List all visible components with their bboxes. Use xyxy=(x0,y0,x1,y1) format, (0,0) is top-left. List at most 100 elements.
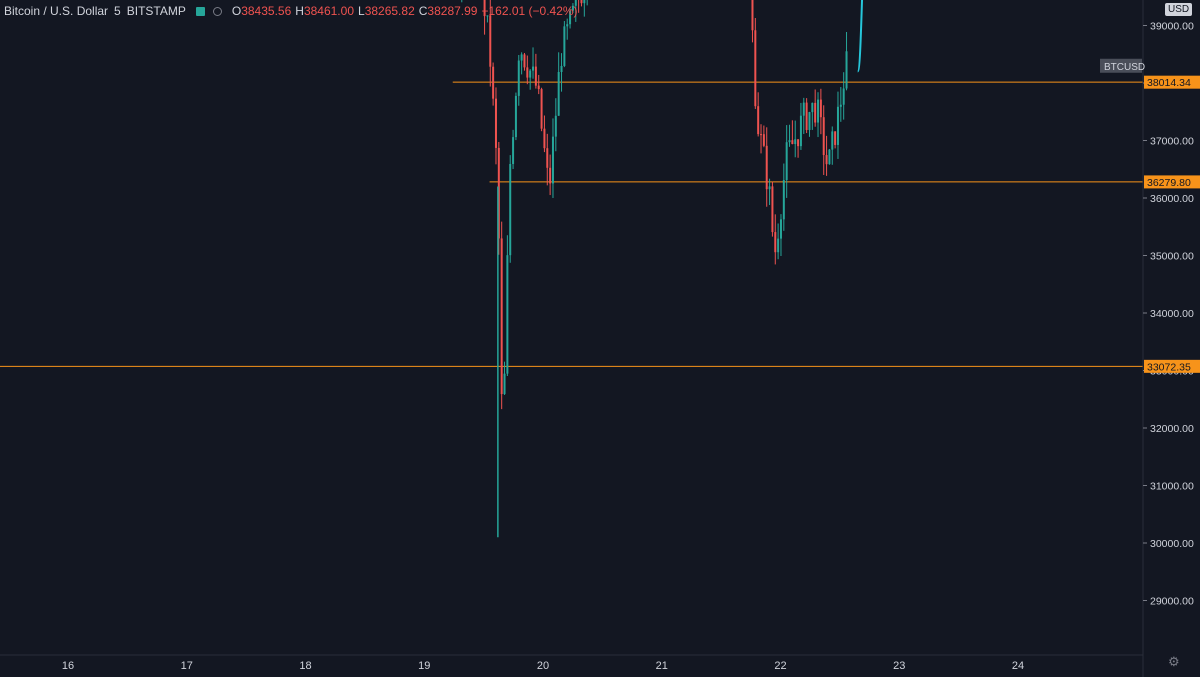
level-badge xyxy=(1144,359,1200,373)
candle-body xyxy=(580,0,583,4)
candle-body xyxy=(523,54,526,68)
level-badge-label: 33072.35 xyxy=(1147,361,1191,373)
candle-body xyxy=(788,140,791,143)
candle-body xyxy=(543,128,546,149)
high-value: H38461.00 xyxy=(295,4,354,18)
exchange-label: BITSTAMP xyxy=(126,4,186,18)
candle-body xyxy=(506,255,509,374)
candle-body xyxy=(517,60,520,96)
candle-body xyxy=(779,219,782,239)
candle-body xyxy=(497,147,500,239)
candle-body xyxy=(760,134,763,136)
candle-body xyxy=(762,134,765,146)
candle-body xyxy=(494,98,497,148)
candle-body xyxy=(583,0,586,4)
candle-body xyxy=(819,99,822,118)
x-tick-label: 17 xyxy=(181,660,193,672)
y-tick-label: 30000.00 xyxy=(1150,538,1194,550)
candle-body xyxy=(546,148,549,168)
candle-body xyxy=(814,102,817,123)
close-number: 38287.99 xyxy=(427,4,478,18)
y-tick-label: 32000.00 xyxy=(1150,423,1194,435)
candle-body xyxy=(563,26,566,66)
candle-body xyxy=(489,15,492,67)
candle-body xyxy=(765,145,768,190)
candle-body xyxy=(571,5,574,11)
market-open-icon xyxy=(195,6,205,16)
x-tick-label: 21 xyxy=(656,660,668,672)
candle-body xyxy=(757,106,760,135)
y-tick-label: 34000.00 xyxy=(1150,308,1194,320)
change-value: −162.01 (−0.42%) xyxy=(481,4,578,18)
candle-body xyxy=(825,155,828,165)
candle-body xyxy=(771,186,774,233)
candle-body xyxy=(839,104,842,107)
x-tick-label: 19 xyxy=(418,660,430,672)
candle-body xyxy=(802,102,805,116)
candle-body xyxy=(486,15,489,17)
candle-body xyxy=(534,66,537,86)
symbol-legend: Bitcoin / U.S. Dollar 5 BITSTAMP O38435.… xyxy=(4,3,582,19)
candle-body xyxy=(529,70,532,78)
candle-body xyxy=(774,232,777,253)
open-number: 38435.56 xyxy=(241,4,292,18)
interval-label[interactable]: 5 xyxy=(114,4,121,18)
candle-body xyxy=(791,140,794,145)
candle-body xyxy=(828,149,831,165)
y-tick-label: 37000.00 xyxy=(1150,136,1194,148)
x-tick-label: 24 xyxy=(1012,660,1024,672)
ticker-badge xyxy=(1100,58,1142,73)
x-tick-label: 20 xyxy=(537,660,549,672)
y-tick-label: 36000.00 xyxy=(1150,193,1194,205)
x-tick-label: 16 xyxy=(62,660,74,672)
y-tick-label: 39000.00 xyxy=(1150,21,1194,33)
candle-body xyxy=(799,115,802,147)
candle-body xyxy=(777,238,780,253)
candle-body xyxy=(836,106,839,145)
candle-body xyxy=(785,142,788,181)
candle-body xyxy=(557,71,560,116)
visibility-icon[interactable] xyxy=(212,6,222,16)
ticker-badge-label: BTCUSD xyxy=(1104,62,1145,73)
candle-body xyxy=(483,0,486,17)
low-number: 38265.82 xyxy=(364,4,415,18)
candle-body xyxy=(512,137,515,164)
candle-body xyxy=(569,10,572,25)
candle-body xyxy=(532,66,535,71)
y-tick-label: 35000.00 xyxy=(1150,251,1194,263)
x-tick-label: 23 xyxy=(893,660,905,672)
candle-body xyxy=(509,163,512,256)
candle-body xyxy=(834,131,837,145)
candle-body xyxy=(540,89,543,129)
candle-body xyxy=(822,117,825,156)
candle-body xyxy=(751,0,754,31)
candle-body xyxy=(805,102,808,130)
high-number: 38461.00 xyxy=(303,4,354,18)
candle-body xyxy=(845,51,848,89)
settings-gear-icon[interactable]: ⚙ xyxy=(1168,654,1180,669)
symbol-name[interactable]: Bitcoin / U.S. Dollar xyxy=(4,4,109,18)
candle-body xyxy=(811,102,814,113)
candle-body xyxy=(831,131,834,150)
candle-body xyxy=(554,115,557,137)
level-badge xyxy=(1144,75,1200,89)
candle-body xyxy=(549,167,552,184)
candle-body xyxy=(520,54,523,61)
low-value: L38265.82 xyxy=(358,4,415,18)
y-tick-label: 31000.00 xyxy=(1150,481,1194,493)
candle-body xyxy=(574,0,577,6)
level-badge xyxy=(1144,175,1200,189)
candle-body xyxy=(526,67,529,78)
candle-body xyxy=(794,139,797,145)
x-tick-label: 18 xyxy=(299,660,311,672)
currency-badge[interactable]: USD xyxy=(1165,3,1193,16)
candle-body xyxy=(782,180,785,220)
level-badge-label: 36279.80 xyxy=(1147,177,1191,189)
candle-body xyxy=(551,136,554,184)
candle-body xyxy=(842,88,845,105)
candle-body xyxy=(492,66,495,99)
close-value: C38287.99 xyxy=(418,4,478,18)
candle-body xyxy=(768,186,771,190)
